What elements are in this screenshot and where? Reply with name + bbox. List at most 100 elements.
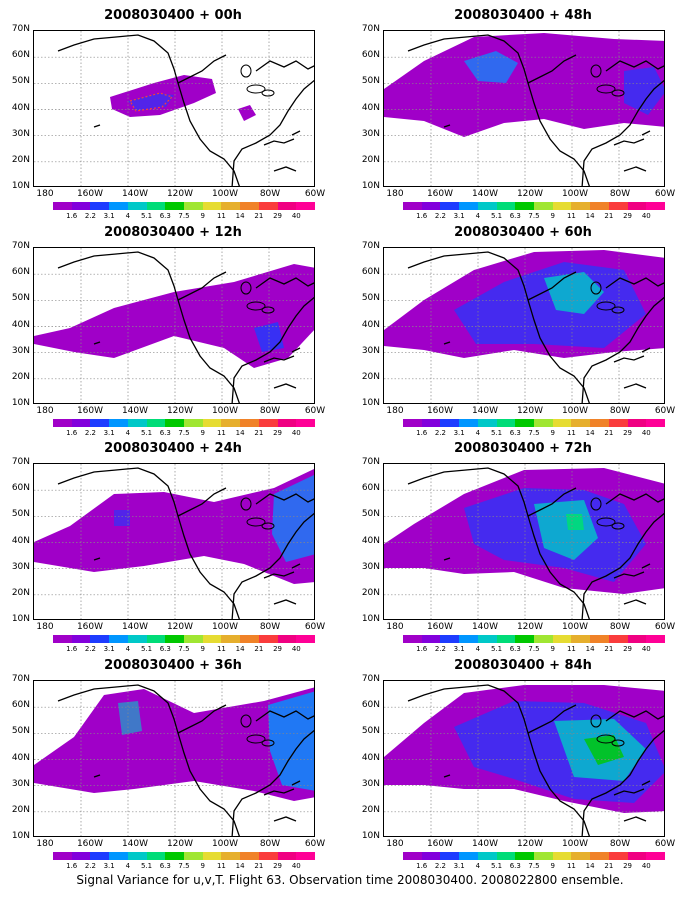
colorbar-label: 7.5 (528, 645, 540, 653)
colorbar-swatch (165, 202, 185, 210)
colorbar-label: 6.3 (159, 645, 171, 653)
coastline (443, 124, 451, 128)
coastline (231, 79, 314, 186)
lat-label: 10N (11, 831, 30, 841)
coastline (177, 271, 227, 301)
colorbar-label: 6.3 (509, 212, 521, 220)
colorbar-label: 29 (623, 645, 633, 653)
colorbar-label: 9 (200, 212, 205, 220)
lon-label: 180 (36, 622, 54, 632)
coastline (177, 704, 227, 734)
lat-label: 50N (11, 509, 30, 520)
colorbar-label: 14 (235, 212, 245, 220)
colorbar-label: 40 (641, 429, 651, 437)
coastline (407, 34, 590, 186)
colorbar-label: 5.1 (140, 862, 153, 870)
colorbar-swatch (534, 852, 553, 860)
colorbar-label: 6.3 (159, 212, 171, 220)
coastline (57, 684, 240, 836)
colorbar-swatch (240, 635, 259, 643)
colorbar-swatch (440, 852, 460, 860)
colorbar-label: 1.6 (416, 862, 428, 870)
coastline (443, 341, 451, 345)
variance-contour (34, 264, 314, 368)
colorbar-swatch (421, 852, 441, 860)
colorbar-swatch (146, 419, 166, 427)
colorbar (403, 635, 666, 643)
colorbar-swatch (165, 419, 185, 427)
colorbar-label: 4 (475, 645, 481, 653)
colorbar-label: 2.2 (84, 645, 96, 653)
lon-label: 100W (211, 839, 239, 849)
colorbar-label: 21 (604, 429, 614, 437)
lon-label: 180 (386, 622, 404, 632)
coastline (273, 383, 297, 389)
coastline (231, 296, 314, 403)
colorbar-swatch (590, 419, 609, 427)
lat-label: 20N (361, 804, 380, 815)
colorbar-label: 11 (216, 862, 226, 870)
colorbar-label: 2.2 (434, 645, 446, 653)
lat-label: 40N (361, 102, 380, 113)
coastline (57, 251, 240, 403)
lat-label: 70N (11, 24, 30, 34)
colorbar-swatch (277, 419, 297, 427)
lat-label: 10N (11, 181, 30, 191)
lat-label: 70N (11, 674, 30, 684)
coastline (57, 34, 240, 186)
colorbar-label: 21 (604, 212, 614, 220)
variance-contour (384, 33, 664, 137)
coastline (93, 341, 101, 345)
colorbar-swatch (552, 419, 572, 427)
colorbar-swatch (127, 202, 147, 210)
lat-label: 10N (361, 181, 380, 191)
colorbar-label: 4 (125, 429, 131, 437)
colorbar-swatch (277, 635, 297, 643)
colorbar-swatch (477, 202, 497, 210)
lat-label: 20N (361, 371, 380, 382)
coastline (613, 788, 645, 796)
coastline (641, 347, 651, 353)
colorbar-label: 1.6 (416, 212, 428, 220)
lon-label: 180 (386, 839, 404, 849)
lon-label: 140W (121, 406, 149, 416)
colorbar-swatch (440, 635, 460, 643)
coastline (93, 124, 101, 128)
colorbar-swatch (552, 852, 572, 860)
lat-label: 40N (11, 752, 30, 763)
variance-contour (272, 474, 314, 562)
colorbar-swatch (146, 852, 166, 860)
variance-contour (464, 51, 518, 83)
panel-title: 2008030400 + 84h (454, 658, 592, 673)
coastline (613, 355, 645, 363)
colorbar-label: 11 (216, 212, 226, 220)
colorbar-label: 3.1 (103, 429, 115, 437)
colorbar-label: 1.6 (66, 429, 78, 437)
colorbar-label: 29 (623, 862, 633, 870)
lat-label: 20N (11, 587, 30, 598)
colorbar-swatch (90, 202, 110, 210)
colorbar-swatch (590, 202, 609, 210)
colorbar (53, 635, 316, 643)
coastline (273, 599, 297, 605)
colorbar-label: 29 (273, 862, 283, 870)
colorbar-label: 14 (585, 645, 595, 653)
coastline (581, 512, 664, 619)
coastline (407, 467, 590, 619)
colorbar-swatch (221, 635, 241, 643)
colorbar-label: 2.2 (84, 429, 96, 437)
coastline (93, 774, 101, 778)
lat-label: 60N (361, 700, 380, 711)
coastline (527, 54, 577, 84)
coastline (623, 816, 647, 822)
colorbar-swatch (240, 419, 259, 427)
colorbar-label: 1.6 (416, 645, 428, 653)
colorbar-swatch (90, 852, 110, 860)
lon-label: 160W (76, 839, 104, 849)
lon-label: 160W (426, 189, 454, 199)
colorbar-label: 11 (216, 429, 226, 437)
colorbar-swatch (496, 419, 516, 427)
colorbar-swatch (477, 419, 497, 427)
colorbar-label: 5.1 (490, 212, 503, 220)
lat-label: 70N (361, 241, 380, 251)
